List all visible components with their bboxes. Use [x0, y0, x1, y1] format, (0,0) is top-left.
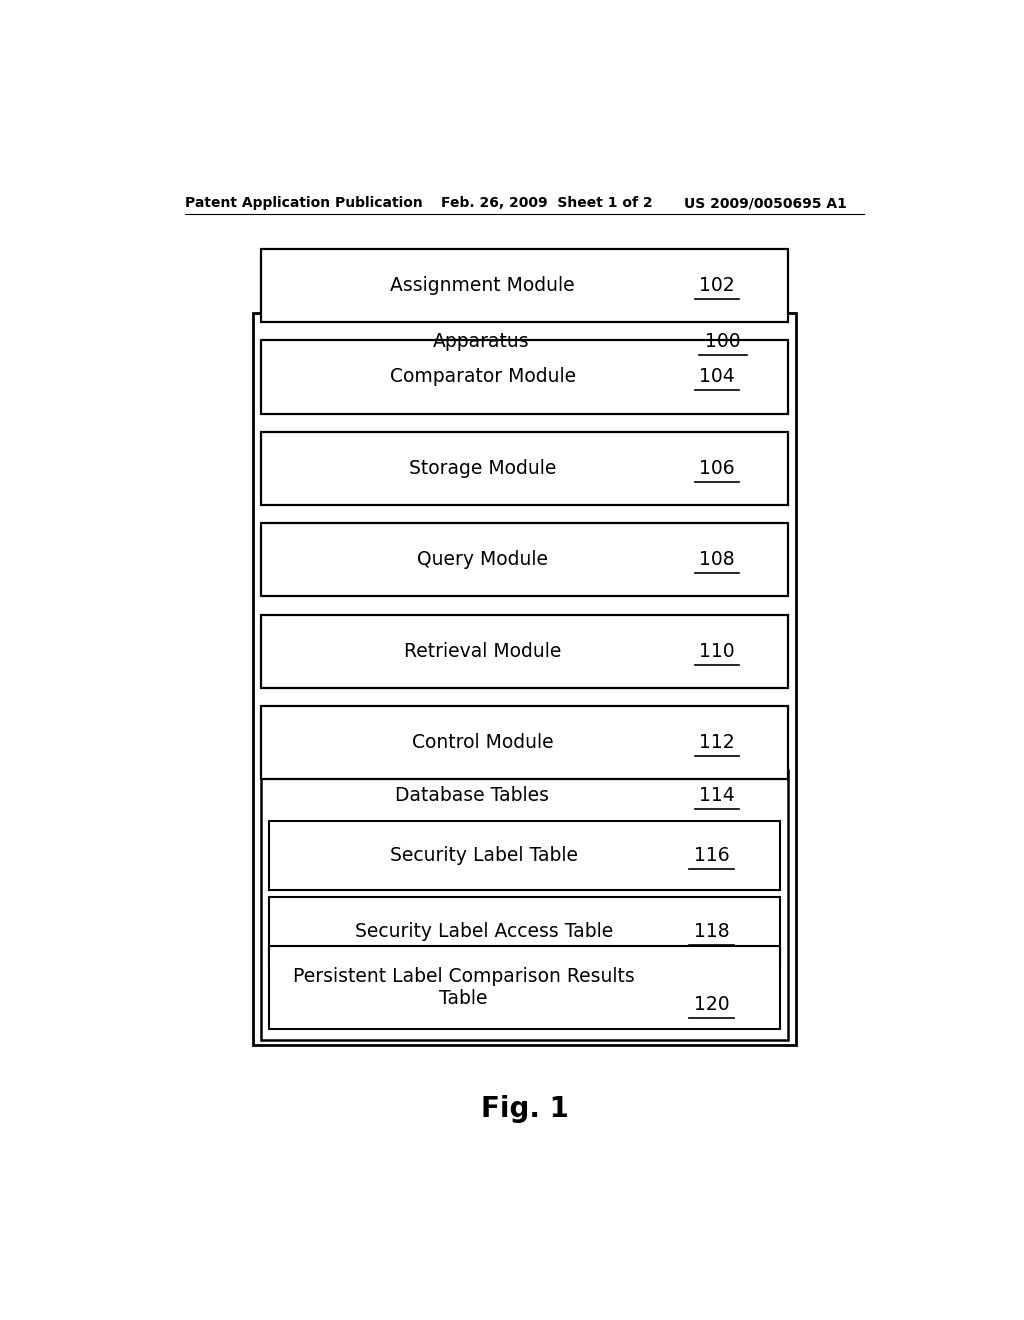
FancyBboxPatch shape: [261, 706, 788, 779]
FancyBboxPatch shape: [269, 821, 780, 890]
FancyBboxPatch shape: [261, 771, 788, 1040]
Text: Fig. 1: Fig. 1: [481, 1094, 568, 1123]
Text: Database Tables: Database Tables: [395, 787, 549, 805]
FancyBboxPatch shape: [269, 946, 780, 1030]
Text: US 2009/0050695 A1: US 2009/0050695 A1: [684, 197, 847, 210]
FancyBboxPatch shape: [261, 432, 788, 506]
Text: 118: 118: [693, 923, 729, 941]
Text: Query Module: Query Module: [417, 550, 548, 569]
Text: Feb. 26, 2009  Sheet 1 of 2: Feb. 26, 2009 Sheet 1 of 2: [441, 197, 653, 210]
Text: 108: 108: [699, 550, 735, 569]
Text: 100: 100: [706, 331, 740, 351]
FancyBboxPatch shape: [261, 341, 788, 413]
Text: Control Module: Control Module: [412, 734, 553, 752]
Text: Storage Module: Storage Module: [409, 459, 556, 478]
Text: 120: 120: [693, 995, 729, 1014]
Text: 104: 104: [699, 367, 735, 387]
Text: Patent Application Publication: Patent Application Publication: [185, 197, 423, 210]
FancyBboxPatch shape: [261, 249, 788, 322]
Text: 102: 102: [699, 276, 735, 294]
Text: Security Label Table: Security Label Table: [390, 846, 578, 865]
Text: 110: 110: [699, 642, 735, 661]
Text: Comparator Module: Comparator Module: [389, 367, 575, 387]
FancyBboxPatch shape: [253, 313, 797, 1044]
Text: 112: 112: [699, 734, 735, 752]
FancyBboxPatch shape: [269, 898, 780, 966]
Text: 116: 116: [693, 846, 729, 865]
FancyBboxPatch shape: [261, 615, 788, 688]
Text: Apparatus: Apparatus: [433, 331, 529, 351]
Text: 106: 106: [699, 459, 735, 478]
Text: 114: 114: [699, 787, 735, 805]
Text: Security Label Access Table: Security Label Access Table: [354, 923, 613, 941]
FancyBboxPatch shape: [261, 523, 788, 597]
Text: Assignment Module: Assignment Module: [390, 276, 574, 294]
Text: Retrieval Module: Retrieval Module: [403, 642, 561, 661]
Text: Persistent Label Comparison Results
Table: Persistent Label Comparison Results Tabl…: [293, 968, 634, 1008]
